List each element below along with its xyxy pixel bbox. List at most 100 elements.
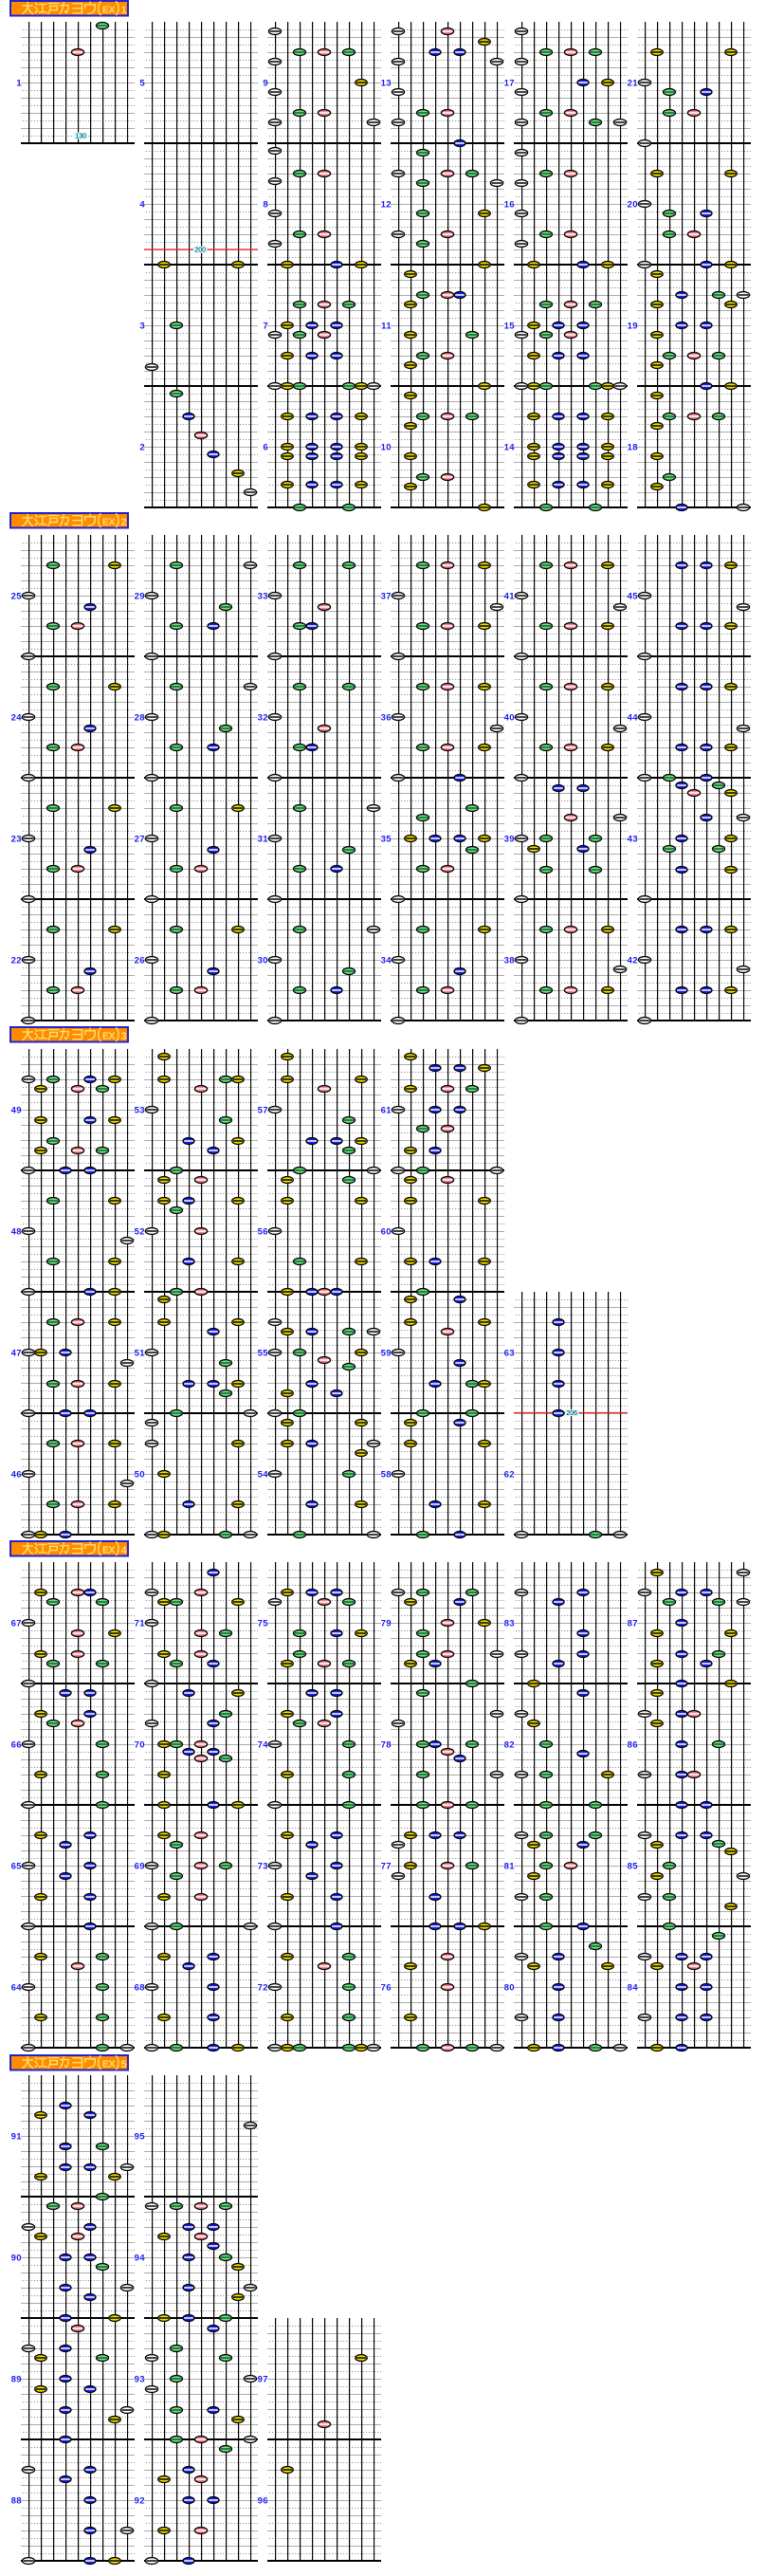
svg-text:64: 64 [11,1983,23,1994]
svg-text:2: 2 [139,443,145,453]
svg-text:88: 88 [11,2496,22,2507]
svg-text:75: 75 [258,1619,269,1629]
svg-text:20: 20 [628,200,638,211]
svg-text:39: 39 [504,835,515,845]
svg-text:58: 58 [381,1470,392,1481]
svg-text:63: 63 [504,1349,515,1359]
svg-text:42: 42 [628,956,638,966]
svg-text:41: 41 [504,592,516,602]
svg-text:47: 47 [11,1349,22,1359]
svg-text:40: 40 [504,713,515,724]
svg-text:19: 19 [628,322,638,332]
svg-text:49: 49 [11,1106,22,1116]
svg-text:52: 52 [135,1227,145,1238]
svg-text:83: 83 [504,1619,515,1629]
svg-text:90: 90 [11,2254,22,2264]
svg-text:1: 1 [16,79,22,89]
svg-text:54: 54 [258,1470,269,1481]
svg-text:57: 57 [258,1106,268,1116]
svg-text:33: 33 [258,592,268,602]
svg-text:9: 9 [263,79,268,89]
svg-text:38: 38 [504,956,515,966]
svg-text:45: 45 [628,592,639,602]
svg-text:82: 82 [504,1740,515,1751]
svg-text:84: 84 [628,1983,639,1994]
svg-text:68: 68 [135,1983,145,1994]
svg-text:EX: EX [102,1031,116,1042]
svg-text:46: 46 [11,1470,22,1481]
svg-text:29: 29 [135,592,145,602]
svg-text:17: 17 [504,79,515,89]
svg-text:94: 94 [135,2254,146,2264]
svg-text:66: 66 [11,1740,22,1751]
svg-text:37: 37 [381,592,392,602]
svg-text:6: 6 [263,443,268,453]
svg-text:21: 21 [628,79,639,89]
svg-text:72: 72 [258,1983,268,1994]
svg-text:31: 31 [258,835,269,845]
svg-text:50: 50 [135,1470,145,1481]
svg-text:3: 3 [139,322,145,332]
svg-text:8: 8 [263,200,268,211]
svg-text:65: 65 [11,1862,23,1872]
svg-text:55: 55 [258,1349,269,1359]
svg-text:200: 200 [194,248,206,254]
svg-text:18: 18 [628,443,638,453]
svg-text:73: 73 [258,1862,268,1872]
svg-text:44: 44 [628,713,639,724]
svg-text:23: 23 [11,835,22,845]
svg-text:35: 35 [381,835,392,845]
svg-text:14: 14 [504,443,516,453]
svg-text:89: 89 [11,2375,22,2385]
svg-text:36: 36 [381,713,392,724]
svg-text:91: 91 [11,2132,23,2143]
svg-text:74: 74 [258,1740,269,1751]
svg-text:53: 53 [135,1106,145,1116]
svg-text:30: 30 [258,956,268,966]
svg-text:3: 3 [121,1031,127,1042]
svg-text:25: 25 [11,592,23,602]
svg-text:26: 26 [135,956,145,966]
svg-text:11: 11 [381,322,392,332]
svg-text:22: 22 [11,956,22,966]
svg-text:51: 51 [135,1349,146,1359]
svg-text:EX: EX [102,2059,116,2070]
svg-text:71: 71 [135,1619,146,1629]
svg-text:85: 85 [628,1862,639,1872]
svg-text:95: 95 [135,2132,146,2143]
svg-text:87: 87 [628,1619,638,1629]
svg-text:86: 86 [628,1740,638,1751]
svg-text:67: 67 [11,1619,22,1629]
svg-text:7: 7 [263,322,268,332]
svg-text:43: 43 [628,835,638,845]
svg-text:16: 16 [504,200,515,211]
svg-text:61: 61 [381,1106,392,1116]
svg-text:28: 28 [135,713,145,724]
svg-text:12: 12 [381,200,392,211]
svg-text:34: 34 [381,956,392,966]
svg-text:78: 78 [381,1740,392,1751]
svg-text:4: 4 [121,1545,128,1556]
svg-text:EX: EX [102,5,116,16]
svg-text:EX: EX [102,1545,116,1556]
svg-text:27: 27 [135,835,145,845]
svg-text:80: 80 [504,1983,515,1994]
svg-text:69: 69 [135,1862,145,1872]
svg-text:5: 5 [139,79,145,89]
svg-text:EX: EX [102,517,116,528]
svg-text:81: 81 [504,1862,516,1872]
svg-text:24: 24 [11,713,23,724]
svg-text:1: 1 [121,5,127,16]
svg-text:79: 79 [381,1619,392,1629]
svg-text:70: 70 [135,1740,145,1751]
svg-text:62: 62 [504,1470,515,1481]
svg-text:2: 2 [121,517,127,528]
svg-text:96: 96 [258,2496,268,2507]
svg-text:4: 4 [139,200,145,211]
svg-text:59: 59 [381,1349,392,1359]
svg-text:48: 48 [11,1227,22,1238]
svg-text:56: 56 [258,1227,268,1238]
svg-text:10: 10 [381,443,392,453]
svg-text:5: 5 [121,2059,127,2070]
svg-text:60: 60 [381,1227,392,1238]
